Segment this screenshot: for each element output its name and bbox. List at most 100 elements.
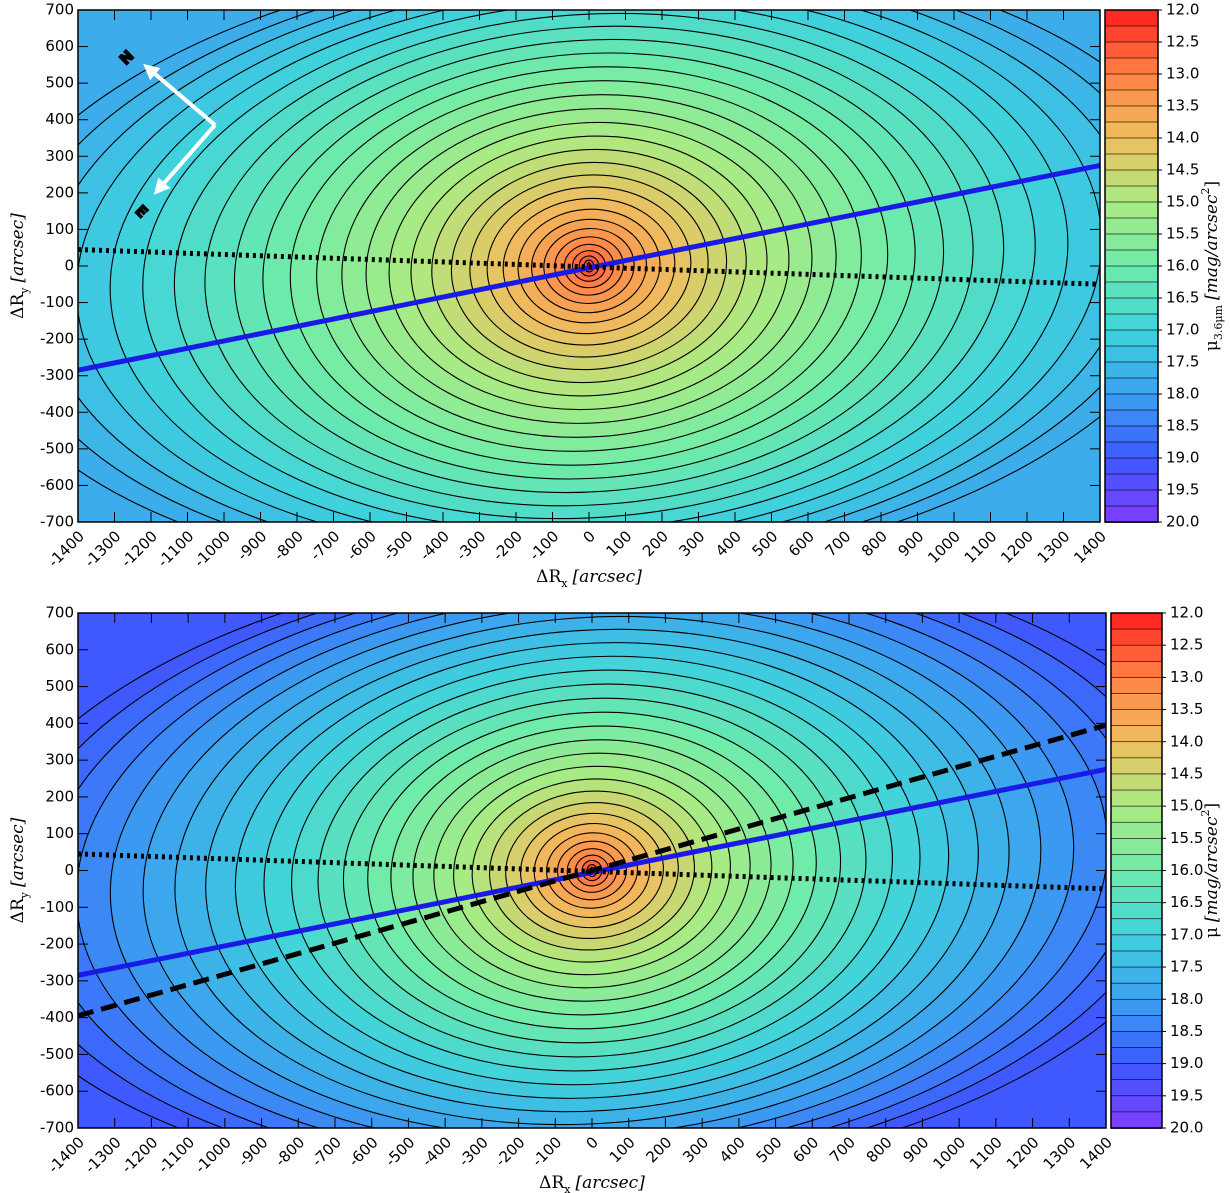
y-tick-label: 600: [45, 640, 74, 658]
colorbar-band: [1110, 725, 1163, 743]
colorbar-band: [1104, 297, 1159, 315]
x-tick-label: 900: [899, 1133, 932, 1166]
colorbar-tick-label: 13.5: [1170, 700, 1203, 718]
x-tick-label: 700: [822, 527, 855, 560]
colorbar-band: [1110, 612, 1163, 630]
colorbar-band: [1104, 121, 1159, 139]
x-tick-label: 100: [606, 1133, 639, 1166]
colorbar-band: [1110, 1047, 1163, 1065]
colorbar-tick-label: 14.0: [1166, 129, 1199, 147]
x-tick-label: -700: [308, 1133, 345, 1170]
x-tick-label: 700: [826, 1133, 859, 1166]
y-tick-label: 0: [64, 861, 74, 879]
colorbar-tick-label: 16.0: [1170, 861, 1203, 879]
colorbar-tick-label: 12.5: [1170, 636, 1203, 654]
label-part: [mag/arcsec: [1202, 194, 1222, 300]
x-tick-label: -600: [345, 1133, 382, 1170]
colorbar-tick-label: 17.0: [1166, 321, 1199, 339]
colorbar-tick-label: 14.0: [1170, 732, 1203, 750]
colorbar-tick-label: 18.5: [1170, 1022, 1203, 1040]
y-tick-label: 500: [45, 74, 74, 92]
colorbar-tick-label: 13.0: [1166, 65, 1199, 83]
axis-label: ΔRx [arcsec]: [539, 1173, 645, 1193]
colorbar-tick-label: 19.0: [1166, 449, 1199, 467]
colorbar-band: [1104, 265, 1159, 283]
y-tick-label: 400: [45, 110, 74, 128]
y-tick-label: -700: [40, 1119, 74, 1137]
colorbar-band: [1110, 1063, 1163, 1081]
y-tick-label: -300: [40, 971, 74, 989]
y-tick-label: -100: [40, 293, 74, 311]
x-tick-label: -1000: [190, 527, 234, 571]
colorbar-band: [1104, 505, 1159, 523]
colorbar-band: [1104, 281, 1159, 299]
y-tick-label: 600: [45, 37, 74, 55]
x-tick-label: 300: [676, 527, 709, 560]
y-tick-label: -600: [40, 476, 74, 494]
colorbar-band: [1104, 345, 1159, 363]
x-tick-label: 800: [858, 527, 891, 560]
chart-panel: -1400-1300-1200-1100-1000 -900 -800 -700 -60…: [8, 1, 1225, 590]
colorbar-band: [1104, 361, 1159, 379]
colorbar-tick-label: 17.0: [1170, 925, 1203, 943]
label-part: [mag/arcsec: [1202, 816, 1222, 922]
y-tick-label: -500: [40, 439, 74, 457]
colorbar-tick-label: 13.5: [1166, 97, 1199, 115]
x-tick-label: -400: [416, 527, 453, 564]
x-tick-label: 500: [749, 527, 782, 560]
label-part: y: [18, 287, 31, 295]
label-part: x: [561, 577, 568, 590]
colorbar-tick-label: 18.0: [1166, 385, 1199, 403]
x-tick-label: -800: [270, 527, 307, 564]
colorbar-band: [1104, 153, 1159, 171]
label-part: ΔR: [8, 293, 28, 319]
y-tick-label: -500: [40, 1045, 74, 1063]
colorbar-band: [1110, 677, 1163, 695]
colorbar-band: [1104, 105, 1159, 123]
colorbar-band: [1110, 773, 1163, 791]
x-tick-label: 200: [639, 527, 672, 560]
label-part: μ: [1202, 927, 1222, 938]
label-part: [arcsec]: [8, 213, 28, 283]
x-tick-label: 1100: [966, 1133, 1006, 1173]
colorbar-band: [1110, 693, 1163, 711]
label-part: y: [18, 891, 31, 899]
label-part: [arcsec]: [572, 567, 642, 587]
colorbar-band: [1110, 1015, 1163, 1033]
x-tick-label: -200: [492, 1133, 529, 1170]
y-tick-label: 300: [45, 147, 74, 165]
colorbar-band: [1104, 233, 1159, 251]
colorbar-band: [1104, 217, 1159, 235]
colorbar-band: [1110, 757, 1163, 775]
y-tick-label: 700: [45, 604, 74, 622]
colorbar-band: [1104, 249, 1159, 267]
y-tick-label: 200: [45, 787, 74, 805]
colorbar-band: [1110, 870, 1163, 888]
colorbar-band: [1110, 709, 1163, 727]
x-tick-label: 1200: [1003, 1133, 1043, 1173]
colorbar-tick-label: 16.0: [1166, 257, 1199, 275]
x-tick-label: -1200: [117, 527, 161, 571]
surface-map: [78, 10, 1100, 522]
x-tick-label: 1100: [961, 527, 1001, 567]
colorbar-tick-label: 12.5: [1166, 33, 1199, 51]
x-tick-label: 800: [863, 1133, 896, 1166]
colorbar-tick-label: 20.0: [1170, 1119, 1203, 1137]
colorbar-band: [1110, 1031, 1163, 1049]
label-part: μ: [1202, 340, 1222, 351]
label-part: ΔR: [539, 1173, 565, 1193]
x-tick-label: -300: [453, 527, 490, 564]
x-tick-label: -500: [382, 1133, 419, 1170]
x-tick-label: -1000: [191, 1133, 235, 1177]
colorbar-tick-label: 18.0: [1170, 990, 1203, 1008]
x-tick-label: -1200: [118, 1133, 162, 1177]
colorbar-band: [1110, 950, 1163, 968]
colorbar-band: [1110, 628, 1163, 646]
y-tick-label: 0: [64, 257, 74, 275]
label-part: 3.6μm: [1212, 304, 1225, 340]
colorbar-band: [1110, 982, 1163, 1001]
colorbar-tick-label: 14.5: [1170, 764, 1203, 782]
colorbar-tick-label: 19.5: [1170, 1086, 1203, 1104]
label-part: ΔR: [8, 897, 28, 923]
y-tick-label: -200: [40, 330, 74, 348]
